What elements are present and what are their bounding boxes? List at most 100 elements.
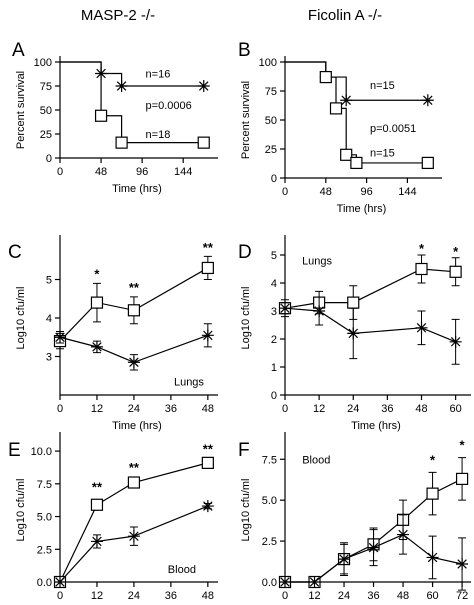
x-tick-label: 24 bbox=[128, 403, 140, 415]
x-tick-label: 60 bbox=[426, 590, 438, 602]
data-point-square bbox=[127, 304, 141, 317]
x-tick-label: 36 bbox=[165, 403, 177, 415]
data-point-square bbox=[426, 487, 439, 500]
x-tick-label: 48 bbox=[202, 403, 214, 415]
annotation: n=16 bbox=[146, 69, 171, 81]
x-tick-label: 12 bbox=[313, 403, 325, 415]
x-tick-label: 48 bbox=[202, 590, 214, 602]
significance-star: ** bbox=[203, 441, 214, 456]
panel-letter: A bbox=[12, 40, 25, 61]
series-line-square bbox=[59, 267, 209, 342]
x-axis-label: Time (hrs) bbox=[337, 203, 387, 215]
significance-star: ** bbox=[203, 240, 214, 255]
y-tick-label: 5 bbox=[46, 275, 52, 287]
y-tick-label: 5 bbox=[271, 250, 277, 262]
x-tick-label: 144 bbox=[398, 186, 416, 198]
data-point-square bbox=[201, 456, 214, 469]
series-line-square bbox=[59, 462, 208, 583]
series-line-asterisk bbox=[285, 61, 428, 101]
data-point-square bbox=[449, 265, 462, 278]
series-line-asterisk bbox=[59, 334, 209, 363]
data-point-square bbox=[340, 148, 353, 161]
series-line-asterisk bbox=[59, 505, 209, 583]
x-tick-label: 96 bbox=[136, 166, 148, 178]
y-tick-label: 50 bbox=[40, 105, 52, 117]
panel-label: Blood bbox=[168, 564, 196, 576]
significance-star: ** bbox=[129, 280, 140, 295]
data-point-asterisk bbox=[54, 576, 66, 588]
x-tick-label: 12 bbox=[308, 590, 320, 602]
y-tick-label: 0 bbox=[271, 390, 277, 402]
x-axis-label: Time (hrs) bbox=[112, 183, 162, 195]
x-axis-label: Time (hrs) bbox=[351, 420, 401, 432]
y-axis-label: Log10 cfu/ml bbox=[15, 287, 27, 350]
header-left: MASP-2 -/- bbox=[81, 7, 155, 24]
x-tick-label: 0 bbox=[282, 186, 288, 198]
data-point-asterisk bbox=[201, 329, 214, 342]
chart-panel-b: B 0 25 50 75 100 0 48 96 144 Time (hrs) Percent sur… bbox=[238, 40, 442, 215]
x-tick-label: 96 bbox=[360, 186, 372, 198]
y-tick-label: 75 bbox=[40, 81, 52, 93]
data-point-asterisk bbox=[426, 551, 439, 564]
y-tick-label: 0.0 bbox=[262, 577, 277, 589]
series-line-square bbox=[284, 268, 456, 309]
data-point-square bbox=[115, 136, 128, 149]
data-point-asterisk bbox=[415, 321, 428, 334]
data-point-asterisk bbox=[127, 530, 140, 543]
y-tick-label: 3 bbox=[46, 352, 52, 364]
x-tick-label: 24 bbox=[338, 590, 350, 602]
data-point-asterisk bbox=[421, 94, 434, 107]
y-tick-label: 1 bbox=[271, 362, 277, 374]
data-point-square bbox=[90, 498, 104, 511]
y-tick-label: 25 bbox=[40, 129, 52, 141]
data-point-asterisk bbox=[115, 80, 128, 92]
significance-star: ** bbox=[129, 460, 140, 475]
x-tick-label: 60 bbox=[450, 403, 462, 415]
series-line-square bbox=[60, 61, 204, 144]
annotation: n=15 bbox=[370, 80, 395, 92]
panel-letter: B bbox=[238, 40, 251, 61]
y-tick-label: 0 bbox=[46, 153, 52, 165]
y-tick-label: 25 bbox=[265, 144, 277, 156]
x-axis-label: Time (hrs) bbox=[112, 420, 162, 432]
x-tick-label: 36 bbox=[367, 590, 379, 602]
data-point-asterisk bbox=[308, 576, 321, 588]
x-tick-label: 48 bbox=[95, 166, 107, 178]
significance-star: * bbox=[453, 244, 459, 259]
data-point-asterisk bbox=[90, 535, 103, 548]
header-right: Ficolin A -/- bbox=[308, 7, 382, 24]
significance-star: * bbox=[94, 267, 100, 282]
data-point-square bbox=[350, 156, 363, 170]
x-tick-label: 0 bbox=[282, 403, 288, 415]
panel-letter: D bbox=[238, 242, 252, 263]
y-tick-label: 0.0 bbox=[37, 577, 52, 589]
axis-lines bbox=[59, 432, 218, 583]
annotation: n=18 bbox=[146, 129, 171, 141]
panel-letter: E bbox=[8, 440, 21, 461]
y-tick-label: 0 bbox=[271, 173, 277, 185]
annotation: p=0.0051 bbox=[370, 123, 416, 135]
data-point-asterisk bbox=[127, 356, 140, 369]
panel-label: Lungs bbox=[174, 377, 204, 389]
y-tick-label: 2 bbox=[271, 334, 277, 346]
data-point-asterisk bbox=[90, 340, 103, 353]
y-tick-label: 5.0 bbox=[37, 512, 52, 524]
y-tick-label: 50 bbox=[265, 115, 277, 127]
data-point-asterisk bbox=[456, 558, 469, 570]
data-point-asterisk bbox=[279, 576, 291, 588]
data-point-asterisk bbox=[197, 80, 210, 92]
x-tick-label: 0 bbox=[57, 403, 63, 415]
data-point-asterisk bbox=[313, 305, 326, 317]
x-tick-label: 24 bbox=[347, 403, 359, 415]
y-tick-label: 4 bbox=[271, 278, 277, 290]
annotation: n=15 bbox=[370, 147, 395, 159]
data-point-square bbox=[347, 296, 360, 309]
data-point-square bbox=[421, 156, 434, 170]
data-point-square bbox=[127, 476, 141, 489]
x-tick-label: 48 bbox=[397, 590, 409, 602]
x-tick-label: 12 bbox=[91, 403, 103, 415]
x-tick-label: 0 bbox=[57, 166, 63, 178]
